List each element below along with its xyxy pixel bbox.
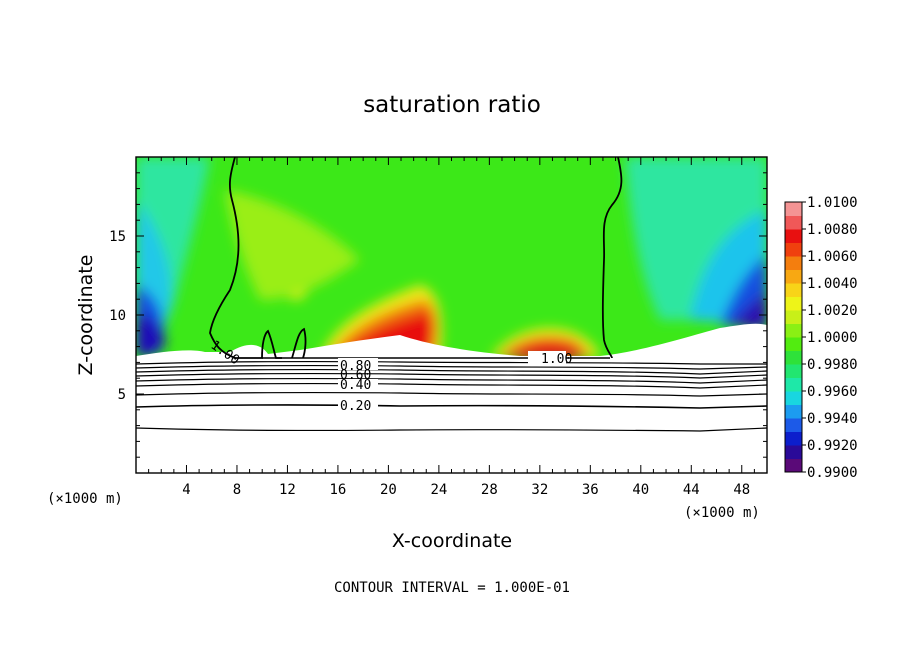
contour-1-right: [601, 157, 623, 359]
colorbar-label: 1.0000: [807, 330, 858, 346]
contour-label: 0.80: [340, 359, 371, 374]
contour-label: 0.40: [340, 378, 371, 393]
colorbar-swatch: [785, 215, 802, 230]
colorbar-swatch: [785, 431, 802, 446]
contour-1-left: [209, 157, 307, 359]
x-tick-label: 44: [683, 482, 700, 498]
colorbar-swatch: [785, 391, 802, 405]
colorbar-label: 1.0020: [807, 303, 858, 319]
colorbar-swatch: [785, 202, 802, 216]
x-tick-label: 32: [531, 482, 548, 498]
colorbar-swatch: [785, 350, 802, 365]
colorbar-label: 1.0040: [807, 276, 858, 292]
colorbar-swatch: [785, 377, 802, 392]
x-tick-label: 4: [182, 482, 190, 498]
colorbar-label: 0.9980: [807, 357, 858, 373]
y-tick-label: 5: [118, 387, 126, 403]
colorbar-swatch: [785, 296, 802, 311]
contour-label: 1.00: [541, 352, 572, 367]
colorbar-label: 0.9960: [807, 384, 858, 400]
x-tick-label: 40: [632, 482, 649, 498]
colorbar-swatch: [785, 256, 802, 270]
colorbar-swatch: [785, 404, 802, 419]
colorbar-swatch: [785, 242, 802, 257]
colorbar-swatch: [785, 229, 802, 243]
x-tick-label: 24: [430, 482, 447, 498]
contour-interval-note: CONTOUR INTERVAL = 1.000E-01: [334, 580, 570, 596]
x-tick-label: 8: [233, 482, 241, 498]
colorbar-swatch: [785, 310, 802, 324]
lower-contours: [136, 361, 767, 432]
y-tick-label: 10: [109, 308, 126, 324]
colorbar-swatch: [785, 323, 802, 338]
y-axis-label: Z-coordinate: [75, 255, 97, 376]
colorbar-swatch: [785, 337, 802, 351]
colorbar-swatch: [785, 458, 802, 473]
x-tick-label: 36: [582, 482, 599, 498]
colorbar-swatch: [785, 283, 802, 297]
x-unit-right: (×1000 m): [684, 505, 760, 521]
colorbar-label: 0.9940: [807, 411, 858, 427]
y-tick-label: 15: [109, 229, 126, 245]
colorbar-swatch: [785, 418, 802, 432]
colorbar-label: 0.9900: [807, 465, 858, 481]
colorbar-swatch: [785, 269, 802, 284]
x-unit-left: (×1000 m): [47, 491, 123, 507]
colorbar-label: 1.0060: [807, 249, 858, 265]
x-tick-label: 48: [733, 482, 750, 498]
colorbar-swatch: [785, 364, 802, 378]
x-tick-label: 16: [329, 482, 346, 498]
x-tick-label: 20: [380, 482, 397, 498]
contour-label: 0.60: [340, 368, 371, 383]
x-axis-label: X-coordinate: [392, 530, 512, 552]
heatmap-field: [136, 157, 767, 473]
colorbar-swatch: [785, 445, 802, 459]
x-tick-label: 12: [279, 482, 296, 498]
x-tick-label: 28: [481, 482, 498, 498]
colorbar-label: 0.9920: [807, 438, 858, 454]
contour-label: 0.20: [340, 399, 371, 414]
colorbar: 1.0100 1.0080 1.0060 1.0040 1.0020 1.0000 0.99…: [784, 195, 858, 481]
colorbar-label: 1.0080: [807, 222, 858, 238]
chart-title: saturation ratio: [363, 92, 541, 118]
colorbar-label: 1.0100: [807, 195, 858, 211]
